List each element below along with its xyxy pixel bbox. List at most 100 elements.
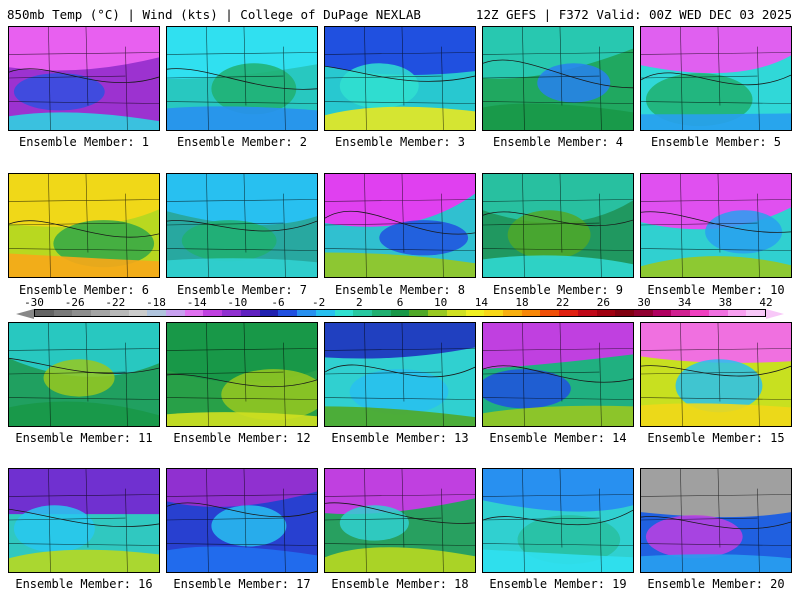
- colorbar-segment: [409, 310, 429, 316]
- warm-region: [641, 113, 791, 130]
- ensemble-member-4-label: Ensemble Member: 4: [492, 135, 624, 149]
- cold-region: [9, 469, 159, 515]
- colorbar-segment: [652, 310, 672, 316]
- ensemble-member-3-map: [324, 26, 476, 131]
- colorbar-tick-label: 10: [434, 296, 448, 309]
- warm-region: [325, 106, 475, 130]
- colorbar-tick-label: -18: [146, 296, 166, 309]
- colorbar-tick-label: 14: [474, 296, 488, 309]
- temperature-field: [325, 323, 475, 426]
- temperature-field: [167, 469, 317, 572]
- colorbar-segment: [746, 310, 766, 316]
- warm-region: [325, 252, 475, 277]
- temperature-field: [9, 323, 159, 426]
- colorbar-segment: [502, 310, 522, 316]
- cold-region: [167, 323, 317, 383]
- ensemble-member-15-map: [640, 322, 792, 427]
- warm-region: [483, 255, 633, 277]
- ensemble-member-16-label: Ensemble Member: 16: [15, 577, 153, 591]
- ensemble-member-4-map: [482, 26, 634, 131]
- warm-region: [9, 253, 159, 277]
- ensemble-member-6-map: [8, 173, 160, 278]
- ensemble-member-18-label: Ensemble Member: 18: [331, 577, 469, 591]
- mid-region: [483, 369, 571, 409]
- warm-region: [483, 549, 633, 572]
- ensemble-member-17-map: [166, 468, 318, 573]
- mid-region: [507, 210, 591, 260]
- state-borders: [9, 174, 159, 277]
- warm-region: [167, 258, 317, 277]
- ensemble-member-11-label: Ensemble Member: 11: [15, 431, 153, 445]
- mid-region: [379, 220, 469, 256]
- colorbar-segment: [371, 310, 391, 316]
- ensemble-member-7-label: Ensemble Member: 7: [176, 283, 308, 297]
- temperature-field: [483, 27, 633, 130]
- mid-region: [645, 73, 753, 127]
- cold-region: [167, 27, 317, 79]
- temperature-field: [9, 174, 159, 277]
- isotherm-line: [325, 65, 475, 82]
- ensemble-member-18-map: [324, 468, 476, 573]
- isotherm-line: [641, 72, 791, 86]
- colorbar-tick-label: 42: [759, 296, 773, 309]
- ensemble-member-3-label: Ensemble Member: 3: [334, 135, 466, 149]
- header-title: 850mb Temp (°C) | Wind (kts) | College o…: [7, 7, 421, 22]
- cold-region: [483, 174, 633, 223]
- colorbar-tick-label: -14: [186, 296, 207, 309]
- isotherm-line: [9, 220, 159, 238]
- warm-region: [9, 112, 159, 130]
- cold-region: [9, 27, 159, 71]
- colorbar-segment: [708, 310, 728, 316]
- isotherm-line: [167, 68, 317, 90]
- colorbar-segment: [184, 310, 204, 316]
- colorbar-segment: [128, 310, 148, 316]
- state-borders: [483, 323, 633, 426]
- temperature-field: [325, 469, 475, 572]
- isotherm-line: [483, 211, 633, 227]
- warm-region: [167, 106, 317, 130]
- warm-region: [325, 547, 475, 572]
- temperature-field: [483, 174, 633, 277]
- ensemble-member-12-map: [166, 322, 318, 427]
- temperature-field: [641, 27, 791, 130]
- colorbar-segment: [596, 310, 616, 316]
- colorbar-tick-label: 34: [678, 296, 692, 309]
- colorbar-segment: [240, 310, 260, 316]
- colorbar-segment: [521, 310, 541, 316]
- colorbar-segment: [634, 310, 653, 316]
- mid-region: [43, 359, 115, 397]
- isotherm-line: [483, 509, 633, 526]
- state-borders: [325, 174, 475, 277]
- ensemble-member-10-map: [640, 173, 792, 278]
- colorbar-max-arrow: [766, 309, 784, 319]
- colorbar-segment: [315, 310, 335, 316]
- ensemble-member-20-label: Ensemble Member: 20: [647, 577, 785, 591]
- colorbar-segment: [91, 310, 110, 316]
- ensemble-member-9-label: Ensemble Member: 9: [492, 283, 624, 297]
- colorbar-segment: [727, 310, 747, 316]
- isotherm-line: [641, 516, 791, 530]
- colorbar-segment: [109, 310, 129, 316]
- mid-region: [211, 505, 287, 547]
- cold-region: [167, 469, 317, 507]
- ensemble-member-14-map: [482, 322, 634, 427]
- temperature-field: [9, 27, 159, 130]
- colorbar-segment: [390, 310, 410, 316]
- isotherm-line: [483, 59, 633, 89]
- mid-region: [53, 220, 155, 268]
- colorbar-tick-label: 22: [556, 296, 570, 309]
- ensemble-member-1-label: Ensemble Member: 1: [18, 135, 150, 149]
- ensemble-member-11-map: [8, 322, 160, 427]
- colorbar-segment: [690, 310, 709, 316]
- isotherm-line: [641, 365, 791, 377]
- colorbar-tick-label: -10: [227, 296, 248, 309]
- colorbar-segment: [297, 310, 316, 316]
- colorbar-tick-label: -2: [312, 296, 326, 309]
- mid-region: [181, 220, 277, 262]
- colorbar: [34, 309, 766, 317]
- isotherm-line: [167, 502, 317, 518]
- colorbar-tick-label: 6: [396, 296, 404, 309]
- colorbar-tick-label: -6: [271, 296, 285, 309]
- cold-region: [167, 174, 317, 225]
- state-borders: [641, 174, 791, 277]
